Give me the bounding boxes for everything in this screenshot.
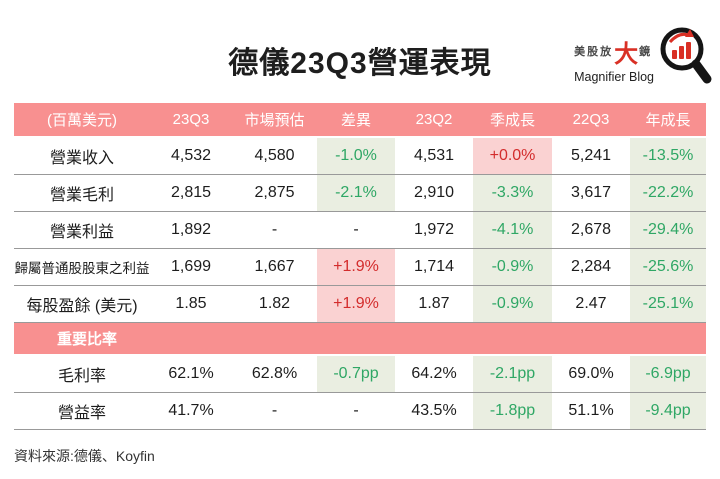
cell-qoq: -4.1%	[473, 211, 552, 248]
cell-yoy: -25.6%	[630, 248, 706, 285]
column-header-23q3: 23Q3	[150, 103, 232, 138]
cell-value: 62.8%	[251, 364, 298, 382]
cell-diff: -	[353, 401, 359, 419]
cell-value: 2,875	[254, 183, 295, 201]
cell-yoy: -22.2%	[630, 174, 706, 211]
logo-cn-right: 鏡	[639, 46, 653, 58]
table-row-operating-income: 營業利益 1,892 - - 1,972 -4.1% 2,678 -29.4%	[14, 211, 706, 248]
logo-chinese-name: 美股放 大 鏡	[574, 34, 654, 69]
table-header-row: (百萬美元) 23Q3 市場預估 差異 23Q2 季成長 22Q3 年成長	[14, 103, 706, 138]
cell-qoq: -2.1pp	[473, 355, 552, 392]
cell-value: -	[271, 401, 278, 419]
cell-value: 5,241	[570, 146, 612, 164]
cell-qoq: -0.9%	[473, 285, 552, 322]
cell-diff: -1.0%	[317, 137, 395, 174]
logo-english-name: Magnifier Blog	[574, 69, 654, 84]
cell-yoy: -29.4%	[630, 211, 706, 248]
cell-value: 62.1%	[168, 364, 214, 382]
source-note: 資料來源:德儀、Koyfin	[14, 448, 155, 464]
cell-value: 41.7%	[168, 401, 214, 419]
cell-value: 1.82	[258, 294, 291, 312]
cell-value: 4,532	[170, 146, 212, 164]
section-header-label: 重要比率	[14, 322, 706, 355]
cell-yoy: -6.9pp	[630, 355, 706, 392]
table-row-net-income: 歸屬普通股股東之利益 1,699 1,667 +1.9% 1,714 -0.9%…	[14, 248, 706, 285]
results-table: (百萬美元) 23Q3 市場預估 差異 23Q2 季成長 22Q3 年成長 營業…	[14, 103, 706, 430]
cell-diff: -2.1%	[317, 174, 395, 211]
cell-value: 1,667	[254, 257, 295, 275]
table-row-eps: 每股盈餘 (美元) 1.85 1.82 +1.9% 1.87 -0.9% 2.4…	[14, 285, 706, 322]
cell-diff: -	[353, 220, 359, 238]
cell-qoq: +0.0%	[473, 137, 552, 174]
column-header-unit: (百萬美元)	[14, 103, 150, 138]
column-header-22q3: 22Q3	[552, 103, 630, 138]
cell-diff: -0.7pp	[317, 355, 395, 392]
cell-value: 43.5%	[411, 401, 457, 419]
logo: 美股放 大 鏡 Magnifier Blog	[574, 24, 714, 93]
cell-value: 1,699	[170, 257, 212, 275]
row-label: 營業收入	[49, 149, 114, 167]
cell-qoq: -3.3%	[473, 174, 552, 211]
table-row-revenue: 營業收入 4,532 4,580 -1.0% 4,531 +0.0% 5,241…	[14, 137, 706, 174]
cell-value: 1.87	[418, 294, 450, 312]
logo-text: 美股放 大 鏡 Magnifier Blog	[574, 34, 654, 84]
cell-value: 69.0%	[568, 364, 614, 382]
column-header-qoq: 季成長	[473, 103, 552, 138]
cell-value: 64.2%	[411, 364, 457, 382]
column-header-yoy: 年成長	[630, 103, 706, 138]
row-label: 毛利率	[57, 367, 106, 385]
row-label: 每股盈餘 (美元)	[26, 297, 138, 315]
cell-diff: +1.9%	[317, 248, 395, 285]
cell-value: 1.85	[175, 294, 207, 312]
cell-value: 2.47	[575, 294, 607, 312]
cell-value: 1,972	[413, 220, 455, 238]
row-label: 營業毛利	[49, 186, 114, 204]
logo-cn-left: 美股放	[574, 46, 614, 58]
cell-yoy: -13.5%	[630, 137, 706, 174]
logo-cn-accent: 大	[614, 40, 639, 68]
row-label: 營益率	[57, 404, 106, 422]
table-row-gross-margin: 毛利率 62.1% 62.8% -0.7pp 64.2% -2.1pp 69.0…	[14, 355, 706, 392]
cell-yoy: -25.1%	[630, 285, 706, 322]
row-label: 歸屬普通股股東之利益	[14, 260, 150, 276]
row-label: 營業利益	[49, 223, 114, 241]
cell-value: 2,910	[413, 183, 455, 201]
table-row-gross-profit: 營業毛利 2,815 2,875 -2.1% 2,910 -3.3% 3,617…	[14, 174, 706, 211]
table-row-operating-margin: 營益率 41.7% - - 43.5% -1.8pp 51.1% -9.4pp	[14, 392, 706, 429]
cell-qoq: -1.8pp	[473, 392, 552, 429]
cell-value: 4,580	[254, 146, 295, 164]
cell-qoq: -0.9%	[473, 248, 552, 285]
cell-diff: +1.9%	[317, 285, 395, 322]
cell-value: 1,714	[413, 257, 455, 275]
page-title: 德儀23Q3營運表現	[228, 47, 492, 80]
magnifier-chart-icon	[656, 24, 714, 93]
cell-value: 2,284	[570, 257, 612, 275]
cell-yoy: -9.4pp	[630, 392, 706, 429]
column-header-diff: 差異	[317, 103, 395, 138]
cell-value: 51.1%	[568, 401, 614, 419]
cell-value: 2,815	[170, 183, 212, 201]
cell-value: 2,678	[570, 220, 612, 238]
column-header-estimate: 市場預估	[232, 103, 317, 138]
cell-value: 4,531	[413, 146, 455, 164]
column-header-23q2: 23Q2	[395, 103, 473, 138]
cell-value: 1,892	[170, 220, 212, 238]
cell-value: -	[271, 220, 278, 238]
section-header-row: 重要比率	[14, 322, 706, 355]
cell-value: 3,617	[570, 183, 612, 201]
